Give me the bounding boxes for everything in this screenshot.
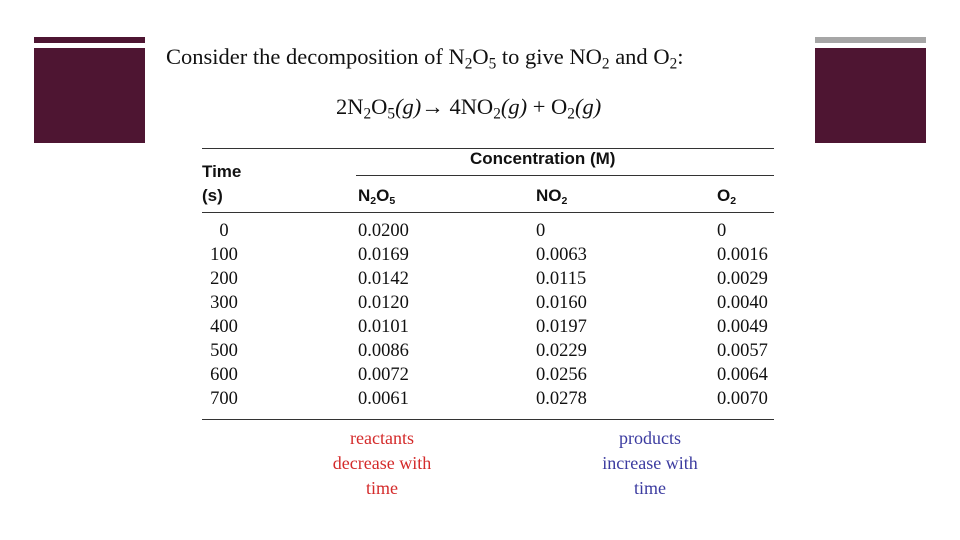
col-header-o2: O2 xyxy=(717,186,737,207)
reactants-note-line: time xyxy=(366,478,398,498)
cell-o2: 0.0049 xyxy=(717,317,768,337)
cell-no2: 0.0197 xyxy=(536,317,587,337)
table-bottom-rule xyxy=(202,419,774,420)
concentration-header: Concentration (M) xyxy=(470,149,616,168)
cell-n2o5: 0.0072 xyxy=(358,365,409,385)
reaction-equation: 2N2O5(g)→ 4NO2(g) + O2(g) xyxy=(336,94,602,123)
cell-o2: 0 xyxy=(717,221,727,241)
cell-n2o5: 0.0101 xyxy=(358,317,409,337)
products-note-line: products xyxy=(619,428,681,448)
cell-o2: 0.0057 xyxy=(717,341,768,361)
right-accent-bar xyxy=(815,37,926,43)
cell-no2: 0.0278 xyxy=(536,389,587,409)
cell-o2: 0.0064 xyxy=(717,365,768,385)
products-note-line: increase with xyxy=(602,453,698,473)
col-header-n2o5: N2O5 xyxy=(358,186,396,207)
reactants-note-line: decrease with xyxy=(332,453,432,473)
cell-n2o5: 0.0061 xyxy=(358,389,409,409)
reactants-note: reactants decrease with time xyxy=(302,426,462,501)
products-note-line: time xyxy=(634,478,666,498)
cell-no2: 0.0256 xyxy=(536,365,587,385)
cell-n2o5: 0.0142 xyxy=(358,269,409,289)
cell-no2: 0 xyxy=(536,221,546,241)
time-unit-header: (s) xyxy=(202,186,223,205)
products-note: products increase with time xyxy=(570,426,730,501)
cell-n2o5: 0.0086 xyxy=(358,341,409,361)
cell-n2o5: 0.0200 xyxy=(358,221,409,241)
col-header-no2: NO2 xyxy=(536,186,568,207)
cell-time: 200 xyxy=(210,269,238,289)
time-header: Time xyxy=(202,162,242,181)
cell-time: 500 xyxy=(210,341,238,361)
cell-time: 100 xyxy=(210,245,238,265)
cell-no2: 0.0229 xyxy=(536,341,587,361)
cell-time: 600 xyxy=(210,365,238,385)
cell-o2: 0.0040 xyxy=(717,293,768,313)
cell-no2: 0.0063 xyxy=(536,245,587,265)
cell-time: 0 xyxy=(219,221,229,241)
cell-no2: 0.0160 xyxy=(536,293,587,313)
cell-no2: 0.0115 xyxy=(536,269,587,289)
right-accent-block xyxy=(815,48,926,143)
cell-time: 700 xyxy=(210,389,238,409)
header-bottom-rule xyxy=(202,212,774,213)
cell-o2: 0.0070 xyxy=(717,389,768,409)
table-top-rule xyxy=(202,148,774,149)
cell-o2: 0.0029 xyxy=(717,269,768,289)
cell-o2: 0.0016 xyxy=(717,245,768,265)
slide-title: Consider the decomposition of N2O5 to gi… xyxy=(166,44,684,73)
cell-time: 400 xyxy=(210,317,238,337)
left-accent-block xyxy=(34,48,145,143)
reactants-note-line: reactants xyxy=(350,428,414,448)
left-accent-bar xyxy=(34,37,145,43)
concentration-rule xyxy=(356,175,774,176)
cell-n2o5: 0.0169 xyxy=(358,245,409,265)
cell-time: 300 xyxy=(210,293,238,313)
cell-n2o5: 0.0120 xyxy=(358,293,409,313)
